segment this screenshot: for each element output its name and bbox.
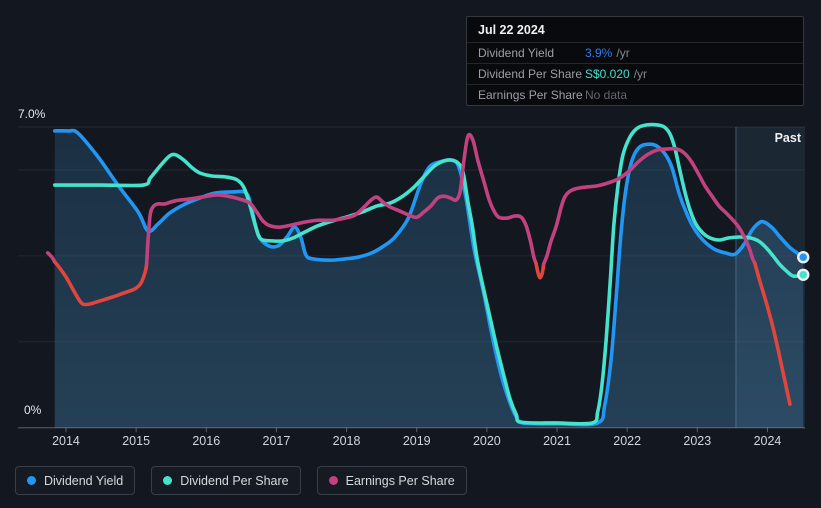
x-tick-label: 2018 [333, 434, 361, 448]
dividend-yield-line [52, 128, 806, 427]
tooltip-value-earnings-per-share: No data [585, 88, 628, 102]
tooltip-label: Earnings Per Share [478, 88, 583, 102]
chart-legend: Dividend Yield Dividend Per Share Earnin… [15, 466, 467, 495]
earnings-per-share-line-segment [753, 261, 792, 406]
tooltip-row-dividend-per-share: Dividend Per Share S$0.020 /yr [467, 63, 803, 84]
chart-canvas[interactable]: 2014 2015 2016 2017 2018 2019 2020 2021 2022 2023… [0, 0, 821, 455]
x-tick-label: 2016 [192, 434, 220, 448]
legend-item-dividend-per-share[interactable]: Dividend Per Share [151, 466, 301, 495]
x-tick-label: 2019 [403, 434, 431, 448]
past-region-label: Past [774, 131, 801, 145]
legend-item-label: Dividend Yield [44, 473, 124, 488]
legend-dot [328, 476, 338, 485]
earnings-per-share-line-segment [534, 261, 546, 280]
legend-item-earnings-per-share[interactable]: Earnings Per Share [316, 466, 467, 495]
legend-dot [27, 476, 36, 485]
x-tick-label: 2022 [613, 434, 641, 448]
x-tick-label: 2023 [683, 434, 711, 448]
tooltip-value-dividend-yield: 3.9% [585, 46, 613, 60]
earnings-per-share-line-segment [144, 132, 538, 266]
earnings-per-share-line-segment [52, 260, 149, 307]
y-axis-zero-label: 0% [24, 403, 42, 417]
legend-dot [163, 476, 173, 485]
tooltip-row-earnings-per-share: Earnings Per Share No data [467, 84, 803, 105]
legend-item-label: Dividend Per Share [180, 473, 289, 488]
x-tick-label: 2017 [263, 434, 291, 448]
chart-tooltip: Jul 22 2024 Dividend Yield 3.9% /yr Divi… [466, 16, 804, 106]
dividend-yield-area-fill [54, 130, 804, 428]
tooltip-value-dividend-per-share: S$0.020 [585, 67, 630, 81]
earnings-per-share-line-segment [541, 146, 757, 266]
tooltip-suffix: /yr [633, 67, 648, 81]
x-tick-label: 2020 [473, 434, 501, 448]
legend-item-dividend-yield[interactable]: Dividend Yield [15, 466, 136, 495]
x-tick-label: 2024 [754, 434, 782, 448]
x-tick-label: 2015 [122, 434, 150, 448]
tooltip-label: Dividend Yield [478, 46, 555, 60]
series-end-marker [797, 268, 810, 281]
y-axis-max-label: 7.0% [18, 107, 46, 121]
x-tick-label: 2021 [543, 434, 571, 448]
dividend-per-share-line [52, 122, 806, 426]
tooltip-row-dividend-yield: Dividend Yield 3.9% /yr [467, 42, 803, 63]
x-tick-label: 2014 [52, 434, 80, 448]
tooltip-date: Jul 22 2024 [478, 23, 545, 37]
series-end-marker [797, 250, 810, 264]
tooltip-label: Dividend Per Share [478, 67, 583, 81]
tooltip-suffix: /yr [616, 46, 630, 60]
legend-item-label: Earnings Per Share [345, 473, 455, 488]
